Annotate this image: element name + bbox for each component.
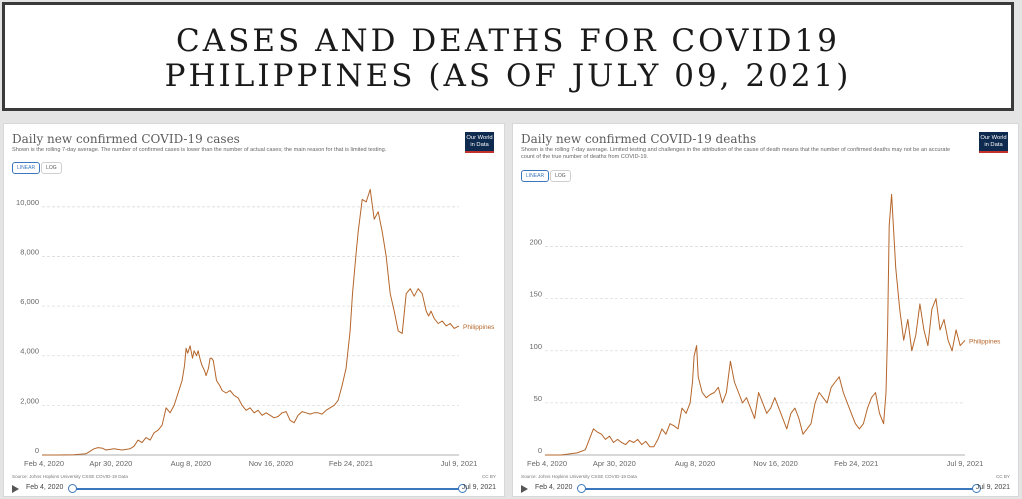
y-tick-label: 4,000 [20, 347, 39, 356]
series-line-philippines [545, 193, 966, 456]
deaths-line-chart: 0 50 100 150 200 Feb 4, 2020 Apr 30, 2020 Aug 8… [527, 193, 1001, 468]
scale-toggle: LINEAR LOG [12, 162, 62, 174]
x-tick-label: Aug 8, 2020 [675, 459, 715, 468]
linear-scale-button[interactable]: LINEAR [12, 162, 41, 174]
series-line-philippines [42, 188, 460, 456]
banner-line-2: PHILIPPINES (AS OF JULY 09, 2021) [164, 58, 852, 94]
x-tick-label: Nov 16, 2020 [249, 459, 294, 468]
chart-subtitle: Shown is the rolling 7-day average. The … [12, 147, 387, 153]
title-banner: CASES AND DEATHS FOR COVID19 PHILIPPINES… [2, 2, 1014, 111]
series-label: Philippines [969, 338, 1001, 345]
chart-subtitle: Shown is the rolling 7-day average. Limi… [521, 147, 951, 160]
x-tick-label: Feb 4, 2020 [24, 459, 64, 468]
deaths-chart-panel: Daily new confirmed COVID-19 deaths Show… [512, 123, 1019, 497]
timeline-end-label: Jul 9, 2021 [461, 484, 496, 491]
y-tick-label: 50 [534, 394, 542, 403]
timeline-start-label: Feb 4, 2020 [26, 484, 64, 491]
y-tick-label: 0 [538, 446, 542, 455]
timeline-start-handle[interactable] [68, 484, 77, 493]
x-tick-label: Apr 30, 2020 [89, 459, 132, 468]
timeline-slider: Feb 4, 2020 Jul 9, 2021 [12, 484, 496, 494]
y-tick-label: 150 [529, 290, 542, 299]
chart-title: Daily new confirmed COVID-19 deaths [521, 132, 757, 146]
timeline-track[interactable] [71, 488, 464, 490]
x-tick-label: Feb 4, 2020 [527, 459, 567, 468]
timeline-track[interactable] [580, 488, 978, 490]
x-tick-label: Feb 24, 2021 [329, 459, 373, 468]
chart-title: Daily new confirmed COVID-19 cases [12, 132, 240, 146]
scale-toggle: LINEAR LOG [521, 170, 571, 182]
cases-line-chart: 0 2,000 4,000 6,000 8,000 10,000 Feb 4, 2020 Ap… [16, 188, 495, 468]
owid-logo[interactable]: Our World in Data [979, 132, 1008, 153]
y-tick-label: 0 [35, 446, 39, 455]
timeline-start-handle[interactable] [577, 484, 586, 493]
timeline-end-label: Jul 9, 2021 [975, 484, 1010, 491]
timeline-end-handle[interactable] [458, 484, 467, 493]
x-tick-label: Apr 30, 2020 [593, 459, 636, 468]
x-tick-label: Nov 16, 2020 [753, 459, 798, 468]
y-tick-label: 6,000 [20, 297, 39, 306]
linear-scale-button[interactable]: LINEAR [521, 170, 550, 182]
y-tick-label: 100 [529, 342, 542, 351]
play-icon[interactable] [521, 485, 528, 493]
log-scale-button[interactable]: LOG [550, 170, 571, 182]
license-link[interactable]: CC BY [481, 474, 496, 479]
timeline-slider: Feb 4, 2020 Jul 9, 2021 [521, 484, 1010, 494]
timeline-start-label: Feb 4, 2020 [535, 484, 573, 491]
cases-chart-panel: Daily new confirmed COVID-19 cases Shown… [3, 123, 505, 497]
y-tick-label: 8,000 [20, 247, 39, 256]
source-note: Source: Johns Hopkins University CSSE CO… [12, 474, 128, 479]
license-link[interactable]: CC BY [995, 474, 1010, 479]
y-tick-label: 10,000 [16, 198, 39, 207]
y-tick-label: 2,000 [20, 396, 39, 405]
y-tick-label: 200 [529, 238, 542, 247]
x-tick-label: Jul 9, 2021 [441, 459, 478, 468]
play-icon[interactable] [12, 485, 19, 493]
x-tick-label: Aug 8, 2020 [171, 459, 211, 468]
banner-title: CASES AND DEATHS FOR COVID19 PHILIPPINES… [5, 5, 1011, 94]
x-tick-label: Feb 24, 2021 [834, 459, 878, 468]
source-note: Source: Johns Hopkins University CSSE CO… [521, 474, 637, 479]
banner-line-1: CASES AND DEATHS FOR COVID19 [176, 23, 840, 59]
series-label: Philippines [463, 324, 495, 331]
timeline-end-handle[interactable] [972, 484, 981, 493]
owid-logo[interactable]: Our World in Data [465, 132, 494, 153]
x-tick-label: Jul 9, 2021 [947, 459, 984, 468]
log-scale-button[interactable]: LOG [41, 162, 62, 174]
